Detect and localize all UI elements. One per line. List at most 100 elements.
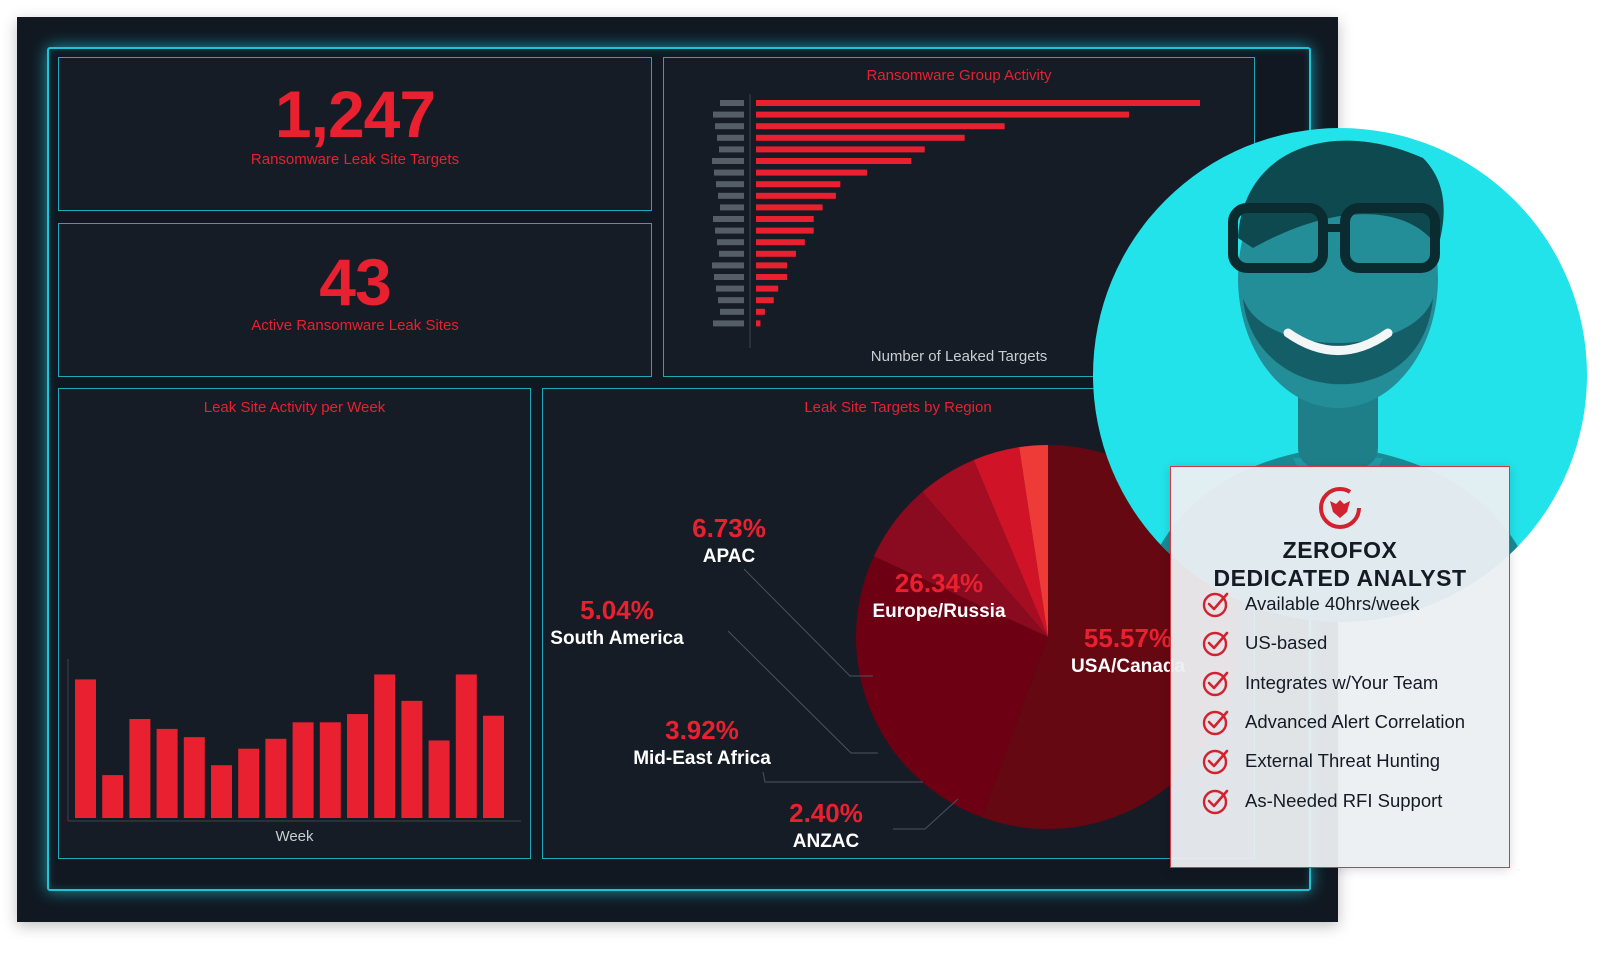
leader-line [893,798,959,830]
slice-name-label: APAC [703,546,756,567]
card-title-line2: DEDICATED ANALYST [1213,565,1467,591]
week-bar [483,715,504,818]
feature-label: As-Needed RFI Support [1245,789,1443,811]
redacted-category-label [713,216,744,222]
group-bar [756,100,1200,106]
pie-slice [873,491,1048,637]
group-bar [756,204,823,211]
group-bar [756,146,925,153]
kpi-targets-label: Ransomware Leak Site Targets [250,151,460,168]
leader-line [762,771,923,783]
check-circle-icon [1202,592,1229,618]
feature-label: Available 40hrs/week [1245,593,1420,614]
check-circle-icon [1202,789,1229,814]
group-bar [756,227,814,234]
group-bar [756,192,836,199]
slice-name-label: Mid-East Africa [633,748,771,769]
kpi-targets-value: 1,247 [274,77,436,151]
kpi-targets-panel: 1,247 Ransomware Leak Site Targets [58,57,652,211]
group-bar [756,239,805,246]
group-bar [756,111,1129,118]
pie-slice [856,556,1048,818]
week-bar [265,738,287,818]
slice-percent-label: 5.04% [580,595,654,625]
feature-item: External Threat Hunting [1201,746,1440,776]
redacted-category-label [715,227,744,234]
week-bar [428,740,450,818]
group-bar [756,250,796,257]
pie-slice [973,447,1048,637]
check-circle-icon [1202,671,1229,696]
group-bar [756,320,761,327]
group-bar [756,158,912,164]
group-bar [756,134,965,141]
redacted-category-label [719,146,744,153]
redacted-category-label [720,308,744,315]
slice-percent-label: 3.92% [665,715,739,745]
week-bar [211,765,232,818]
leader-line [743,568,873,677]
group-bar [756,308,765,315]
feature-item: US-based [1201,628,1327,658]
group-activity-x-axis-label: Number of Leaked Targets [870,348,1048,365]
feature-item: Advanced Alert Correlation [1201,707,1465,737]
card-title-line1: ZEROFOX [1282,537,1398,563]
kpi-sites-panel: 43 Active Ransomware Leak Sites [58,223,652,377]
slice-percent-label: 26.34% [895,568,983,598]
slice-name-label: USA/Canada [1071,656,1185,677]
feature-item: Integrates w/Your Team [1201,668,1438,698]
redacted-category-label [718,297,744,304]
redacted-category-label [719,250,744,257]
feature-label: US-based [1245,632,1328,654]
week-bar [156,728,178,818]
week-bar [319,722,341,818]
week-bar [75,679,96,818]
group-bar [756,123,1005,130]
week-bar [455,674,477,818]
zerofox-logo-icon [1319,487,1361,529]
group-bar [756,216,814,222]
redacted-category-label [715,123,744,130]
week-bar [292,722,314,818]
slice-percent-label: 6.73% [692,513,766,543]
group-activity-chart [712,94,1200,348]
kpi-sites-value: 43 [319,245,391,319]
week-bar [347,714,368,818]
week-bar [374,674,396,818]
feature-label: Integrates w/Your Team [1245,671,1439,693]
check-circle-icon [1202,749,1229,775]
weekly-activity-panel: Leak Site Activity per Week Week [58,388,531,859]
slice-name-label: ANZAC [793,831,860,852]
redacted-category-label [718,192,744,199]
group-bar [756,274,788,280]
redacted-category-label [720,100,744,106]
feature-label: Advanced Alert Correlation [1245,710,1466,732]
redacted-category-label [717,239,744,246]
group-bar [756,169,867,176]
group-bar [756,297,774,304]
leader-line [727,630,878,754]
group-bar [756,181,841,188]
region-pie-chart: 55.57% USA/Canada 26.34% Europe/Russia 6.73%… [550,445,1240,852]
redacted-category-label [716,181,744,188]
pie-slice [1019,445,1048,637]
week-bar [401,700,423,818]
weekly-activity-chart [67,659,521,822]
week-bar [102,775,124,818]
weekly-activity-x-axis-label: Week [275,828,314,845]
weekly-activity-title: Leak Site Activity per Week [203,399,386,416]
redacted-category-label [713,320,744,327]
redacted-category-label [720,204,744,211]
week-bar [129,719,151,818]
feature-item: Available 40hrs/week [1201,589,1420,619]
slice-percent-label: 55.57% [1084,623,1172,653]
check-circle-icon [1202,710,1229,736]
redacted-category-label [717,134,744,141]
redacted-category-label [714,274,744,280]
slice-name-label: South America [550,628,684,649]
slice-percent-label: 2.40% [789,798,863,828]
check-circle-icon [1202,631,1229,657]
redacted-category-label [713,111,744,118]
week-bar [183,737,205,818]
feature-item: As-Needed RFI Support [1201,786,1442,816]
